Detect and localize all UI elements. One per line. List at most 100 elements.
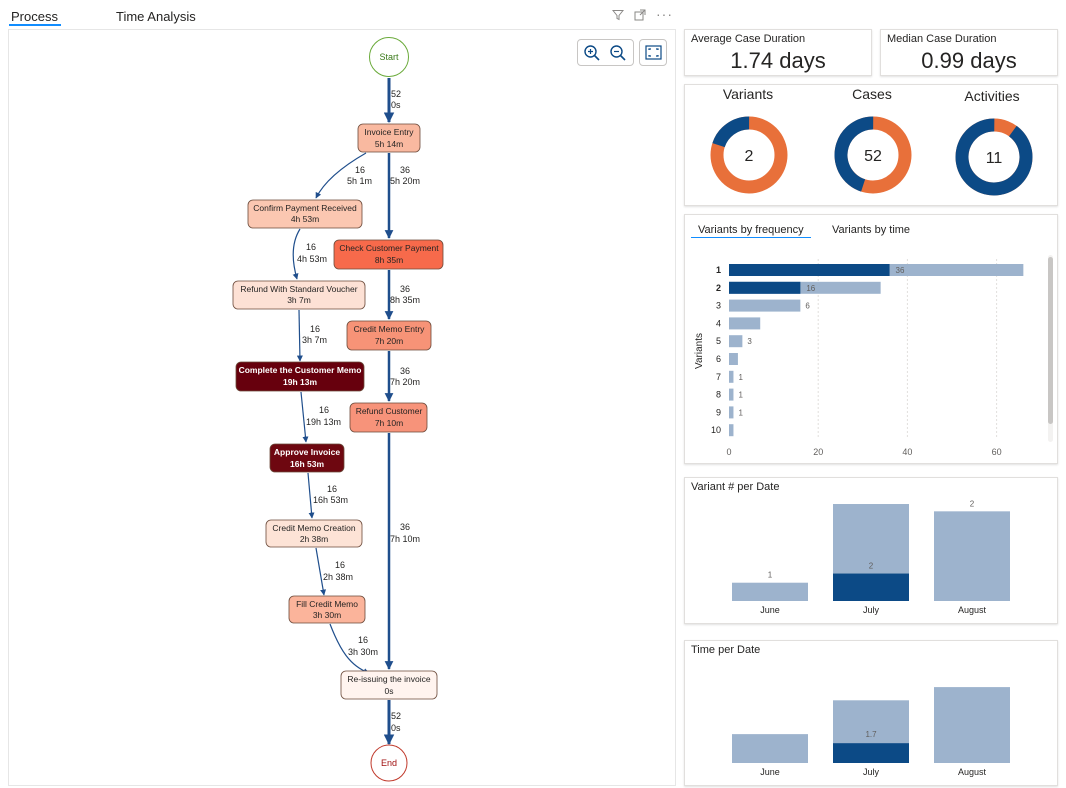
node-duration: 7h 10m xyxy=(375,418,403,428)
edge-refund-complete[interactable] xyxy=(296,309,303,362)
variant-category-label: 3 xyxy=(716,301,721,311)
node-name: Check Customer Payment xyxy=(339,243,439,253)
variant-bar-label: 1 xyxy=(738,408,743,417)
edge-label-count: 36 xyxy=(400,366,410,376)
variant-category-label: 1 xyxy=(716,265,721,275)
edge-label-duration: 16h 53m xyxy=(313,495,348,505)
tab-active-underline xyxy=(9,24,61,26)
variant-category-label: 7 xyxy=(716,372,721,382)
node-invoice-entry[interactable]: Invoice Entry 5h 14m xyxy=(357,123,421,153)
focus-mode-icon[interactable] xyxy=(634,9,646,24)
edge-confirm-refund[interactable] xyxy=(292,228,301,280)
donut-title: Cases xyxy=(852,86,892,102)
node-credit-memo-entry[interactable]: Credit Memo Entry 7h 20m xyxy=(346,320,432,351)
kpi-title: Median Case Duration xyxy=(887,33,997,45)
edge-label-count: 36 xyxy=(400,522,410,532)
variant-category-label: 9 xyxy=(716,407,721,417)
tab-variants-by-frequency[interactable]: Variants by frequency xyxy=(698,224,804,236)
kpi-value: 0.99 days xyxy=(921,48,1017,73)
edge-label-duration: 3h 7m xyxy=(302,335,327,345)
x-category-label: August xyxy=(958,605,987,615)
edge-label-count: 16 xyxy=(306,242,316,252)
donut-charts-card: Variants Cases Activities 2 52 11 xyxy=(684,84,1058,206)
node-name: Credit Memo Creation xyxy=(272,523,355,533)
tab-time-analysis[interactable]: Time Analysis xyxy=(116,9,196,24)
node-box xyxy=(265,519,363,548)
top-tabs: Process Time Analysis ··· xyxy=(0,0,680,28)
variant-category-label: 10 xyxy=(711,425,721,435)
edge-label-count: 36 xyxy=(400,165,410,175)
x-category-label: July xyxy=(863,605,880,615)
variant-bar[interactable] xyxy=(729,353,738,365)
tab-process[interactable]: Process xyxy=(11,9,58,24)
edge-approve-creation[interactable] xyxy=(307,472,315,519)
edge-label-duration: 4h 53m xyxy=(297,254,327,264)
node-check-payment[interactable]: Check Customer Payment 8h 35m xyxy=(333,239,444,270)
node-confirm-payment[interactable]: Confirm Payment Received 4h 53m xyxy=(247,199,363,229)
edge-complete-approve[interactable] xyxy=(300,391,309,443)
time-per-date-card: Time per Date June 1.7 July August xyxy=(684,640,1058,786)
node-reissuing-invoice[interactable]: Re-issuing the invoice 0s xyxy=(340,670,438,700)
variant-bar-selected[interactable] xyxy=(729,281,801,294)
column-bar[interactable] xyxy=(732,734,808,763)
variant-bar-label: 36 xyxy=(896,266,905,275)
fit-to-screen-button[interactable] xyxy=(639,39,667,66)
column-bar[interactable] xyxy=(732,582,808,601)
edge-label-count: 52 xyxy=(391,89,401,99)
node-fill-credit-memo[interactable]: Fill Credit Memo 3h 30m xyxy=(288,595,366,624)
column-bar[interactable] xyxy=(934,511,1010,601)
tab-variants-by-time[interactable]: Variants by time xyxy=(832,224,911,236)
process-map: 52 0s 16 5h 1m 36 5h 20m 16 4h 53m 36 8h… xyxy=(232,37,444,782)
node-refund-customer[interactable]: Refund Customer 7h 10m xyxy=(349,402,428,433)
edge-label-count: 52 xyxy=(391,711,401,721)
variant-bar-selected[interactable] xyxy=(729,264,890,276)
node-refund-voucher[interactable]: Refund With Standard Voucher 3h 7m xyxy=(232,280,366,310)
donut-segment[interactable] xyxy=(949,112,1038,201)
variant-bar[interactable] xyxy=(729,424,734,437)
donut-segment[interactable] xyxy=(833,115,914,196)
node-duration: 16h 53m xyxy=(290,459,324,469)
column-bar-selected[interactable] xyxy=(833,743,909,763)
donut-segment[interactable] xyxy=(709,115,790,196)
donut-title: Activities xyxy=(964,88,1020,104)
variant-bar[interactable] xyxy=(729,370,734,383)
variant-bar[interactable] xyxy=(729,388,734,401)
node-duration: 5h 14m xyxy=(375,139,403,149)
node-duration: 2h 38m xyxy=(300,534,328,544)
kpi-title: Average Case Duration xyxy=(691,33,806,45)
column-bar[interactable] xyxy=(934,687,1010,763)
edge-label-duration: 7h 10m xyxy=(390,534,420,544)
node-credit-memo-creation[interactable]: Credit Memo Creation 2h 38m xyxy=(265,519,363,548)
variant-bar[interactable] xyxy=(729,335,743,348)
donut-value: 2 xyxy=(745,148,754,165)
node-duration: 7h 20m xyxy=(375,336,403,346)
node-name: Credit Memo Entry xyxy=(354,324,426,334)
node-complete-memo[interactable]: Complete the Customer Memo 19h 13m xyxy=(235,361,365,392)
node-box xyxy=(346,320,432,351)
scrollbar-thumb[interactable] xyxy=(1048,257,1053,424)
column-bar-label: 1.7 xyxy=(865,730,877,739)
variant-bar-label: 3 xyxy=(747,337,752,346)
node-box xyxy=(349,402,428,433)
scrollbar-track[interactable] xyxy=(1048,255,1053,442)
x-category-label: June xyxy=(760,605,780,615)
edge-creation-fill[interactable] xyxy=(315,547,327,596)
node-box xyxy=(269,443,345,473)
avg-case-duration-card: Average Case Duration 1.74 days xyxy=(684,29,872,76)
zoom-in-icon[interactable] xyxy=(583,44,601,67)
zoom-out-icon[interactable] xyxy=(609,44,627,67)
start-node[interactable]: Start xyxy=(369,37,409,77)
zoom-controls xyxy=(577,39,634,66)
filter-icon[interactable] xyxy=(611,9,625,24)
fit-screen-icon xyxy=(645,45,662,65)
node-approve-invoice[interactable]: Approve Invoice 16h 53m xyxy=(269,443,345,473)
node-name: Fill Credit Memo xyxy=(296,599,358,609)
variant-bar[interactable] xyxy=(729,299,801,312)
more-options-icon[interactable]: ··· xyxy=(656,6,673,22)
end-node[interactable]: End xyxy=(370,744,408,782)
edge-invoice-confirm[interactable] xyxy=(315,152,367,199)
variant-bar[interactable] xyxy=(729,317,761,330)
variant-bar[interactable] xyxy=(729,406,734,419)
column-bar-selected[interactable] xyxy=(833,573,909,601)
